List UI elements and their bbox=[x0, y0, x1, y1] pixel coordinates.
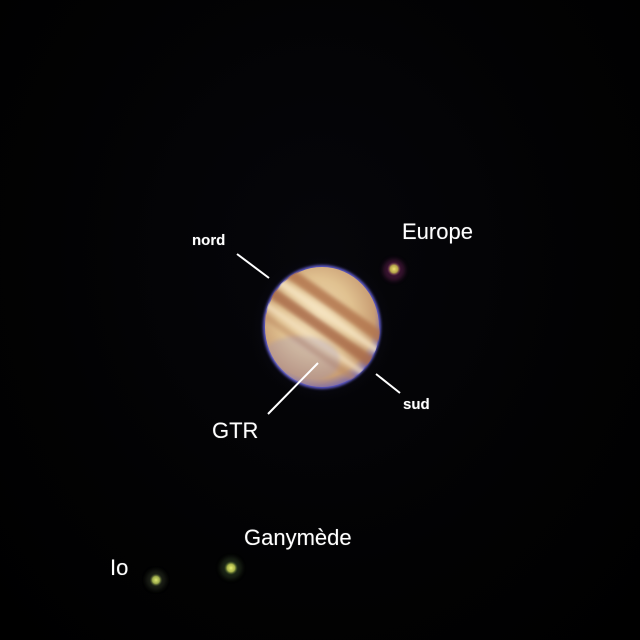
label-nord: nord bbox=[192, 232, 226, 249]
jupiter-band bbox=[274, 266, 380, 356]
moon-europa-disk bbox=[387, 262, 401, 276]
label-gtr: GTR bbox=[212, 418, 259, 443]
moon-io-disk bbox=[149, 573, 163, 587]
label-io: Io bbox=[110, 555, 129, 580]
jupiter-zone bbox=[268, 272, 380, 365]
jupiter-band bbox=[264, 281, 380, 377]
moon-ganymede-disk bbox=[224, 561, 238, 575]
pointer-line-sud bbox=[375, 373, 401, 394]
label-sud: sud bbox=[403, 396, 430, 413]
label-europe: Europe bbox=[402, 219, 473, 244]
moon-ganymede bbox=[220, 557, 242, 579]
moon-europa bbox=[383, 259, 405, 281]
label-ganymede: Ganymède bbox=[244, 525, 352, 550]
pointer-line-gtr bbox=[267, 362, 319, 415]
moon-io bbox=[146, 570, 166, 590]
pointer-line-nord bbox=[236, 253, 270, 279]
